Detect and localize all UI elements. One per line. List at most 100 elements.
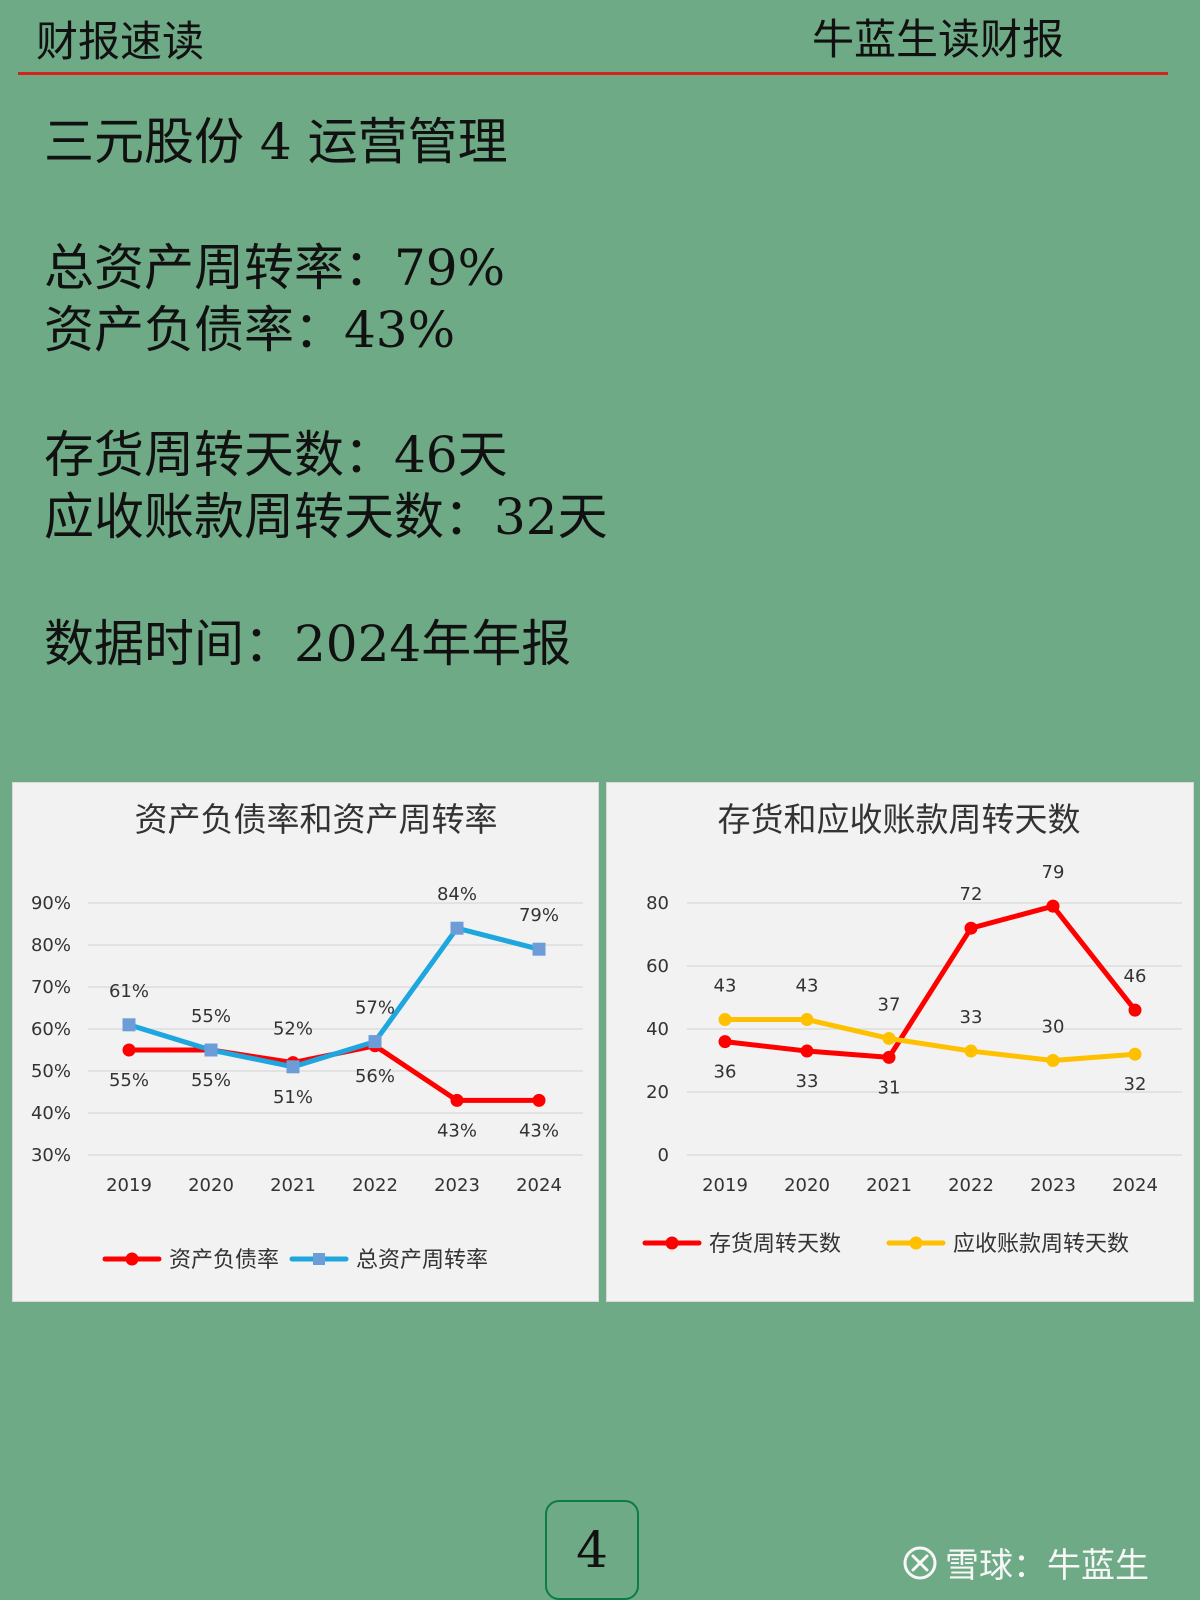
left-chart-series-1-point	[532, 1093, 546, 1107]
right-chart-card: 存货和应收账款周转天数 0 20 40 60 80 2019 2020 2021 2022 2023…	[606, 782, 1194, 1302]
right-chart-series-2-point	[800, 1013, 814, 1027]
right-chart-series-1-data-label: 79	[1042, 862, 1065, 883]
left-chart-series-1-data-label: 55%	[191, 1070, 231, 1091]
left-chart-series-1-data-label: 43%	[519, 1120, 559, 1141]
left-chart-series-2-data-label: 51%	[273, 1087, 313, 1108]
inventory-days-text: 存货周转天数：46天	[44, 426, 508, 484]
right-chart-series-1-data-label: 36	[714, 1062, 737, 1083]
header-left-title: 财报速读	[36, 17, 205, 66]
page-number: 4	[576, 1521, 608, 1579]
right-chart-series-2-data-label: 33	[960, 1007, 983, 1028]
left-chart-y-tick-label: 70%	[31, 977, 71, 998]
right-chart-y-tick-label: 20	[646, 1082, 669, 1103]
right-chart-legend-label-2: 应收账款周转天数	[953, 1232, 1129, 1257]
left-chart: 资产负债率和资产周转率 30% 40% 50% 60% 70% 80% 90% 2019 2020…	[31, 800, 583, 1273]
left-chart-series-1-point	[450, 1093, 464, 1107]
right-chart-series-1-point	[1128, 1003, 1142, 1017]
right-chart-legend-marker-2	[909, 1236, 923, 1250]
right-chart-x-tick-label: 2022	[948, 1175, 994, 1196]
left-chart-series-1-data-label: 52%	[273, 1019, 313, 1040]
right-chart-x-tick-label: 2023	[1030, 1175, 1076, 1196]
left-chart-x-tick-label: 2024	[516, 1175, 562, 1196]
left-chart-x-tick-label: 2020	[188, 1175, 234, 1196]
data-time-text: 数据时间：2024年年报	[44, 615, 572, 673]
asset-turnover-text: 总资产周转率：79%	[44, 239, 506, 297]
left-chart-series-2-data-label: 79%	[519, 905, 559, 926]
right-chart-y-tick-label: 40	[646, 1019, 669, 1040]
page-number-box: 4	[545, 1500, 639, 1600]
xueqiu-logo-icon	[903, 1546, 937, 1580]
right-chart-y-tick-label: 60	[646, 956, 669, 977]
left-chart-card: 资产负债率和资产周转率 30% 40% 50% 60% 70% 80% 90% 2019 2020…	[12, 782, 599, 1302]
left-chart-series-2-data-label: 55%	[191, 1006, 231, 1027]
left-chart-y-tick-label: 60%	[31, 1019, 71, 1040]
footer-brand: 雪球：牛蓝生	[903, 1538, 1149, 1587]
left-chart-x-tick-label: 2022	[352, 1175, 398, 1196]
receivable-days-text: 应收账款周转天数：32天	[44, 488, 608, 546]
right-chart-series-2-line	[722, 1017, 1138, 1063]
right-chart-series-2-point	[882, 1031, 896, 1045]
page-title: 三元股份 4 运营管理	[44, 113, 508, 171]
left-chart-y-tick-label: 30%	[31, 1145, 71, 1166]
right-chart: 存货和应收账款周转天数 0 20 40 60 80 2019 2020 2021 2022 2023…	[642, 800, 1182, 1257]
left-chart-y-tick-label: 50%	[31, 1061, 71, 1082]
right-chart-series-1-point	[718, 1035, 732, 1049]
left-chart-series-2-point	[532, 942, 546, 956]
left-chart-series-1-data-label: 56%	[355, 1066, 395, 1087]
left-chart-series-2-data-label: 61%	[109, 981, 149, 1002]
right-chart-series-2-data-label: 43	[714, 976, 737, 997]
footer-brand-text: 雪球：牛蓝生	[945, 1546, 1149, 1586]
right-chart-legend-label-1: 存货周转天数	[709, 1232, 841, 1257]
right-chart-legend-marker-1	[665, 1236, 679, 1250]
left-chart-series-2-data-label: 84%	[437, 884, 477, 905]
right-chart-series-1-point	[964, 921, 978, 935]
right-chart-x-tick-label: 2024	[1112, 1175, 1158, 1196]
right-chart-x-tick-label: 2021	[866, 1175, 912, 1196]
right-chart-series-1-point	[800, 1044, 814, 1058]
header-right-title: 牛蓝生读财报	[812, 15, 1065, 64]
header-divider	[18, 72, 1168, 75]
right-chart-series-2-data-label: 30	[1042, 1017, 1065, 1038]
right-chart-y-tick-label: 80	[646, 893, 669, 914]
left-chart-y-tick-label: 90%	[31, 893, 71, 914]
left-chart-legend-label-2: 总资产周转率	[356, 1248, 488, 1273]
right-chart-y-tick-label: 0	[658, 1145, 669, 1166]
right-chart-title: 存货和应收账款周转天数	[718, 800, 1081, 839]
left-chart-series-1-data-label: 55%	[109, 1070, 149, 1091]
right-chart-series-2-point	[1046, 1054, 1060, 1067]
right-chart-series-1-line	[722, 903, 1138, 1060]
left-chart-series-2-line	[126, 925, 542, 1070]
right-chart-series-1-data-label: 33	[796, 1071, 819, 1092]
left-chart-x-tick-label: 2023	[434, 1175, 480, 1196]
right-chart-series-1-point	[882, 1050, 896, 1064]
left-chart-series-2-point	[450, 921, 464, 935]
left-chart-x-tick-label: 2021	[270, 1175, 316, 1196]
right-chart-series-1-data-label: 46	[1124, 966, 1147, 987]
right-chart-series-2-data-label: 37	[878, 994, 901, 1015]
right-chart-x-tick-label: 2019	[702, 1175, 748, 1196]
left-chart-legend-marker-2	[313, 1253, 325, 1265]
right-chart-series-2-point	[1128, 1047, 1142, 1061]
right-chart-series-1-data-label: 72	[960, 884, 983, 905]
right-chart-series-2-point	[718, 1013, 732, 1027]
left-chart-legend-marker-1	[125, 1252, 139, 1266]
left-chart-legend-label-1: 资产负债率	[169, 1248, 279, 1273]
left-chart-series-2-point	[368, 1035, 382, 1049]
left-chart-series-2-point	[204, 1043, 218, 1057]
right-chart-series-2-data-label: 32	[1124, 1074, 1147, 1095]
left-chart-x-tick-label: 2019	[106, 1175, 152, 1196]
left-chart-series-1-point	[122, 1043, 136, 1057]
right-chart-x-tick-label: 2020	[784, 1175, 830, 1196]
right-chart-series-1-data-label: 31	[878, 1077, 901, 1098]
right-chart-series-1-point	[1046, 899, 1060, 913]
debt-ratio-text: 资产负债率：43%	[44, 301, 456, 359]
left-chart-y-tick-label: 80%	[31, 935, 71, 956]
left-chart-series-2-point	[122, 1018, 136, 1032]
left-chart-y-tick-label: 40%	[31, 1103, 71, 1124]
left-chart-series-1-data-label: 43%	[437, 1120, 477, 1141]
left-chart-series-2-data-label: 57%	[355, 998, 395, 1019]
left-chart-series-2-point	[286, 1060, 300, 1074]
right-chart-series-2-data-label: 43	[796, 976, 819, 997]
left-chart-title: 资产负债率和资产周转率	[135, 800, 498, 839]
right-chart-series-2-point	[964, 1044, 978, 1058]
